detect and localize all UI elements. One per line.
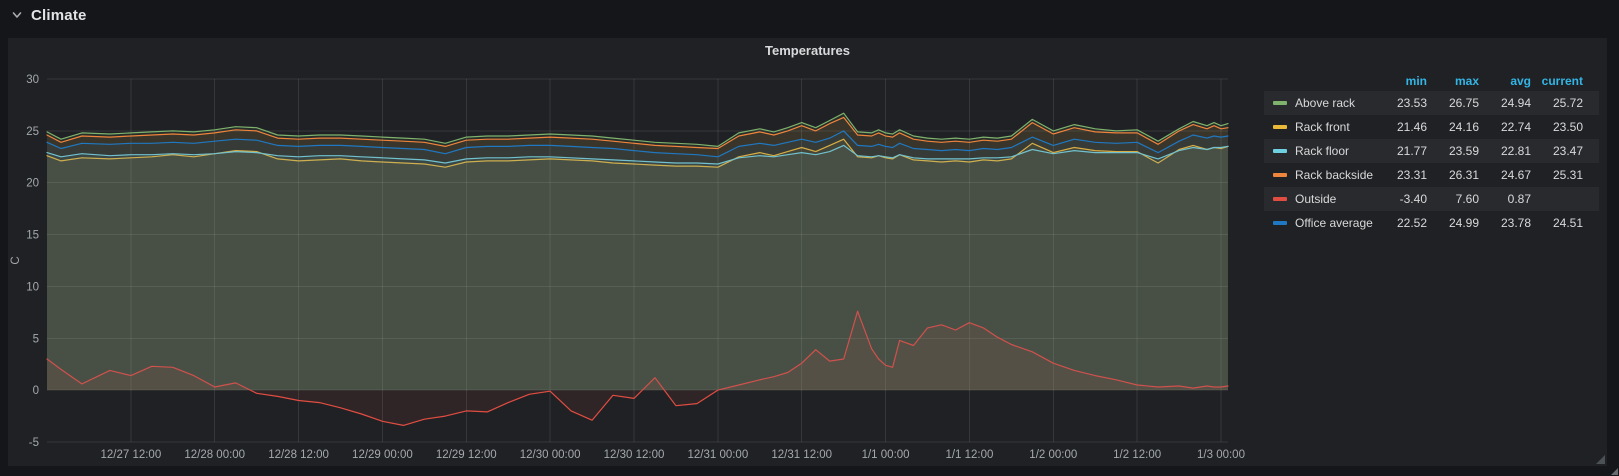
- series-fill-rack-front: [47, 139, 1228, 391]
- x-tick-label: 12/27 12:00: [100, 449, 161, 461]
- legend-row: Rack backside 23.31 26.31 24.67 25.31: [1264, 163, 1599, 187]
- legend-value-avg: 22.81: [1500, 144, 1531, 158]
- legend-color-swatch-icon[interactable]: [1273, 221, 1287, 225]
- legend-series-label: Rack front: [1295, 120, 1350, 134]
- legend-series-name[interactable]: Rack floor: [1264, 144, 1375, 158]
- series-fill-above-rack: [47, 113, 1228, 391]
- legend-series-label: Rack backside: [1295, 168, 1374, 182]
- legend-value-max: 7.60: [1455, 192, 1479, 206]
- legend-table: min max avg current Above rack 23.53 26.75 24.9…: [1264, 70, 1599, 235]
- series-line-rack-backside: [46, 116, 1229, 150]
- legend-series-name[interactable]: Office average: [1264, 216, 1375, 230]
- x-tick-label: 12/31 00:00: [687, 449, 748, 461]
- panel-resize-handle[interactable]: [1596, 455, 1605, 464]
- legend-column-avg[interactable]: avg: [1510, 73, 1531, 88]
- legend-value-current: 23.50: [1552, 120, 1583, 134]
- temperature-chart[interactable]: 30 25 20 15 10 5 0 -5 12/27 12:00 12/28 00:00 12/2…: [8, 38, 1607, 466]
- legend-value-min: 23.53: [1396, 96, 1427, 110]
- x-tick-label: 1/1 00:00: [862, 449, 910, 461]
- series-line-rack-front: [46, 138, 1229, 168]
- y-tick-label: 0: [33, 385, 39, 397]
- legend-series-name[interactable]: Above rack: [1264, 96, 1375, 110]
- chevron-down-icon[interactable]: [10, 8, 24, 22]
- legend-series-label: Above rack: [1295, 96, 1356, 110]
- legend-series-label: Outside: [1295, 192, 1337, 206]
- legend-series-name[interactable]: Rack front: [1264, 120, 1375, 134]
- legend-value-avg: 24.67: [1500, 168, 1531, 182]
- legend-value-current: 25.31: [1552, 168, 1583, 182]
- legend-value-max: 23.59: [1448, 144, 1479, 158]
- legend-value-avg: 23.78: [1500, 216, 1531, 230]
- y-tick-label: 20: [26, 178, 39, 190]
- x-tick-label: 1/3 00:00: [1197, 449, 1245, 461]
- legend-column-min[interactable]: min: [1405, 73, 1427, 88]
- legend-row: Outside -3.40 7.60 0.87: [1264, 187, 1599, 211]
- legend-value-max: 24.99: [1448, 216, 1479, 230]
- legend-value-avg: 24.94: [1500, 96, 1531, 110]
- legend-color-swatch-icon[interactable]: [1273, 149, 1287, 153]
- series-fill-outside: [47, 311, 1228, 426]
- legend-series-label: Rack floor: [1295, 144, 1350, 158]
- y-tick-label: 15: [26, 230, 39, 242]
- legend-value-max: 24.16: [1448, 120, 1479, 134]
- legend-value-max: 26.75: [1448, 96, 1479, 110]
- legend-value-current: 24.51: [1552, 216, 1583, 230]
- legend-row: Office average 22.52 24.99 23.78 24.51: [1264, 211, 1599, 235]
- y-tick-label: 25: [26, 126, 39, 138]
- x-tick-label: 1/1 12:00: [945, 449, 993, 461]
- series-fill-rack-backside: [47, 117, 1228, 391]
- x-tick-label: 12/30 12:00: [604, 449, 665, 461]
- x-tick-label: 12/30 00:00: [520, 449, 581, 461]
- x-tick-label: 12/29 12:00: [436, 449, 497, 461]
- y-tick-label: 5: [33, 333, 39, 345]
- legend-row: Rack floor 21.77 23.59 22.81 23.47: [1264, 139, 1599, 163]
- x-tick-label: 12/28 12:00: [268, 449, 329, 461]
- y-axis-label: C: [10, 256, 22, 264]
- legend-color-swatch-icon[interactable]: [1273, 197, 1287, 201]
- legend-color-swatch-icon[interactable]: [1273, 101, 1287, 105]
- series-line-office-average: [46, 130, 1229, 158]
- legend-value-min: 21.46: [1396, 120, 1427, 134]
- x-tick-label: 1/2 12:00: [1113, 449, 1161, 461]
- legend-column-max[interactable]: max: [1454, 73, 1479, 88]
- legend-header-row: min max avg current: [1264, 70, 1599, 91]
- legend-value-current: 25.72: [1552, 96, 1583, 110]
- series-line-outside: [46, 310, 1229, 426]
- legend-value-avg: 22.74: [1500, 120, 1531, 134]
- legend-column-current[interactable]: current: [1541, 73, 1583, 88]
- panel-title[interactable]: Temperatures: [764, 43, 850, 58]
- legend-value-min: 21.77: [1396, 144, 1427, 158]
- x-tick-label: 12/29 00:00: [352, 449, 413, 461]
- x-tick-label: 12/31 12:00: [771, 449, 832, 461]
- legend-value-min: 22.52: [1396, 216, 1427, 230]
- legend-series-label: Office average: [1295, 216, 1373, 230]
- legend-value-min: -3.40: [1399, 192, 1427, 206]
- legend-value-max: 26.31: [1448, 168, 1479, 182]
- legend-color-swatch-icon[interactable]: [1273, 125, 1287, 129]
- y-tick-label: 30: [26, 74, 39, 86]
- legend-value-avg: 0.87: [1507, 192, 1531, 206]
- series-line-above-rack: [46, 112, 1229, 148]
- y-tick-label: -5: [29, 437, 39, 449]
- y-tick-label: 10: [26, 281, 39, 293]
- temperatures-panel: Temperatures 30 25 20 15 10 5 0 -5 12/27 12:00 12…: [8, 38, 1607, 466]
- legend-series-name[interactable]: Outside: [1264, 192, 1375, 206]
- series-fill-office-average: [47, 130, 1228, 391]
- row-header-climate[interactable]: Climate: [0, 0, 1619, 30]
- series-line-rack-floor: [46, 144, 1229, 165]
- legend-series-name[interactable]: Rack backside: [1264, 168, 1375, 182]
- x-tick-label: 12/28 00:00: [184, 449, 245, 461]
- plot-area[interactable]: [46, 112, 1229, 426]
- legend-row: Rack front 21.46 24.16 22.74 23.50: [1264, 115, 1599, 139]
- row-title[interactable]: Climate: [31, 6, 87, 24]
- x-tick-label: 1/2 00:00: [1029, 449, 1077, 461]
- legend-row: Above rack 23.53 26.75 24.94 25.72: [1264, 91, 1599, 115]
- legend-value-min: 23.31: [1396, 168, 1427, 182]
- page-resize-corner-icon: [1611, 468, 1618, 475]
- legend-color-swatch-icon[interactable]: [1273, 173, 1287, 177]
- series-fill-rack-floor: [47, 145, 1228, 391]
- legend-value-current: 23.47: [1552, 144, 1583, 158]
